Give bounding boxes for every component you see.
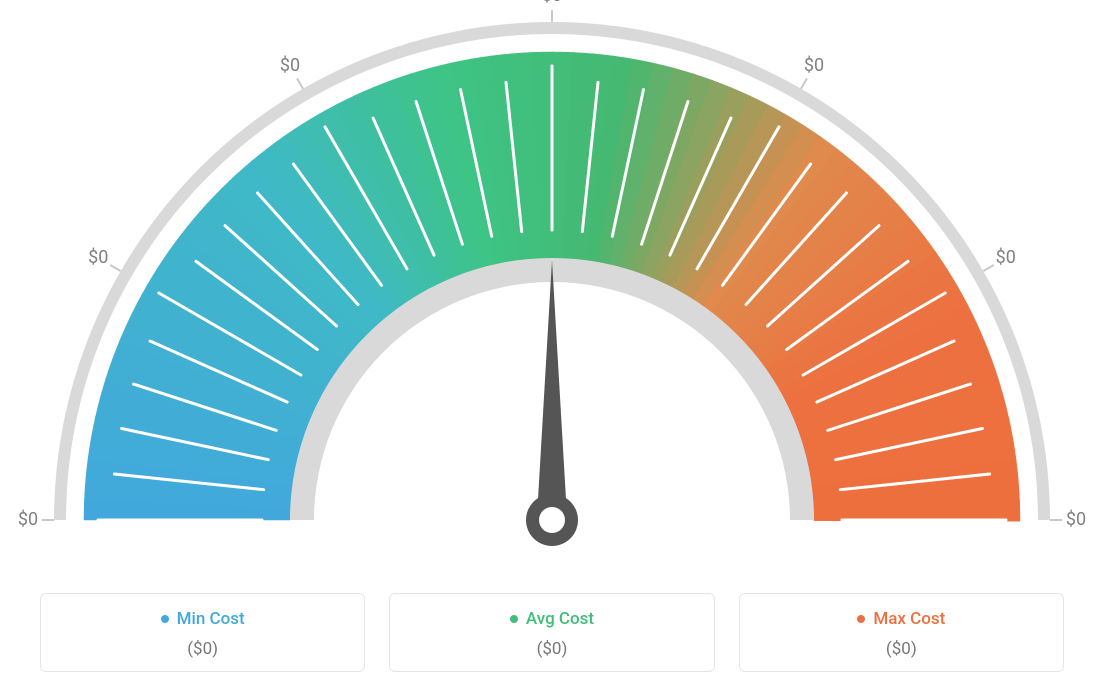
tick-label: $0 [18,509,38,530]
legend-card-avg: Avg Cost ($0) [389,593,714,672]
legend-dot-max [857,615,865,623]
legend-card-max: Max Cost ($0) [739,593,1064,672]
cost-gauge: $0 $0 $0 $0 $0 $0 $0 [0,0,1104,560]
legend-value-avg: ($0) [400,639,703,659]
legend-value-min: ($0) [51,639,354,659]
gauge-container: $0 $0 $0 $0 $0 $0 $0 [0,0,1104,560]
tick-label: $0 [542,0,562,6]
tick-label: $0 [804,55,824,76]
tick-label: $0 [1066,509,1086,530]
needle [537,260,568,523]
legend-dot-min [161,615,169,623]
needle-hub-hole [539,507,565,533]
legend-row: Min Cost ($0) Avg Cost ($0) Max Cost ($0… [40,593,1064,672]
legend-dot-avg [510,615,518,623]
legend-value-max: ($0) [750,639,1053,659]
legend-title-avg: Avg Cost [510,609,594,629]
tick-label: $0 [88,247,108,268]
legend-label-avg: Avg Cost [526,609,594,629]
legend-label-min: Min Cost [177,609,245,629]
legend-title-max: Max Cost [857,609,945,629]
tick-label: $0 [280,55,300,76]
legend-label-max: Max Cost [873,609,945,629]
tick-label: $0 [996,247,1016,268]
legend-title-min: Min Cost [161,609,245,629]
legend-card-min: Min Cost ($0) [40,593,365,672]
